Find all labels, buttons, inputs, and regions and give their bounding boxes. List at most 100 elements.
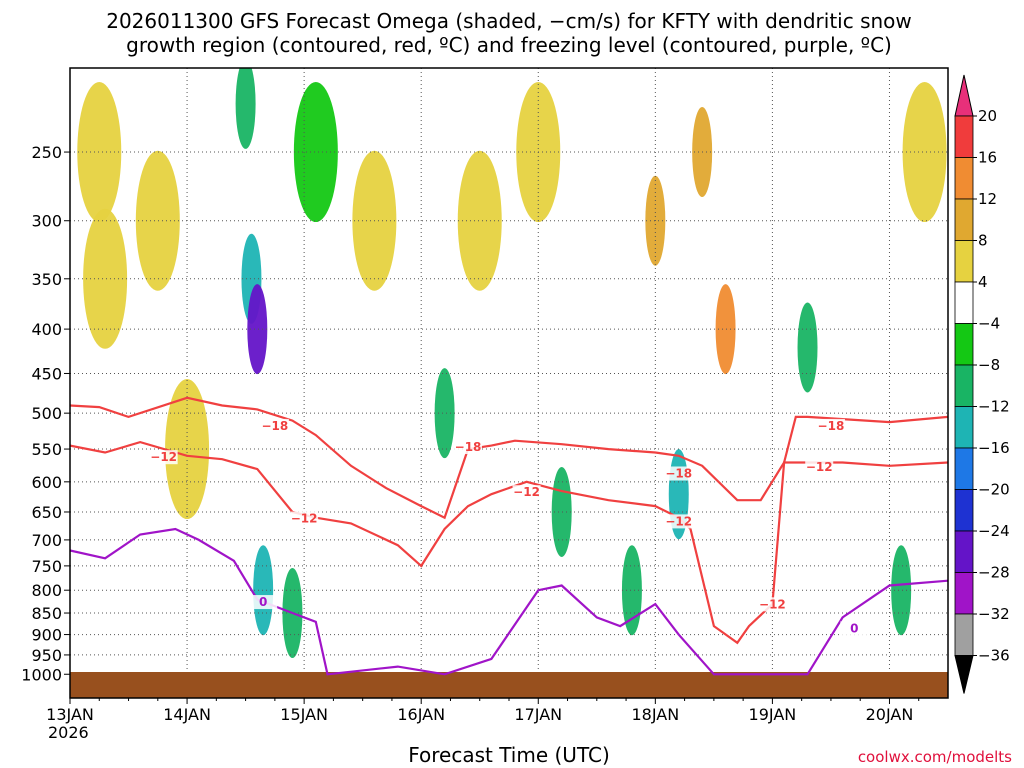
contour-label: −12 — [291, 512, 318, 526]
omega-cell — [83, 208, 128, 349]
contour-line-minus12 — [70, 440, 948, 645]
contour-label: −12 — [150, 450, 177, 464]
y-tick-label: 850 — [31, 604, 62, 623]
contour-label-bg — [512, 485, 541, 500]
colorbar-swatch — [954, 364, 974, 407]
colorbar-label: −8 — [978, 356, 1000, 374]
contour-line-0 — [70, 527, 948, 676]
contour-label-bg — [840, 621, 869, 636]
colorbar-label: 12 — [978, 190, 997, 208]
colorbar-label: −24 — [978, 522, 1010, 540]
contour-label: −18 — [818, 419, 845, 433]
y-tick-label: 950 — [31, 646, 62, 665]
omega-cell — [135, 150, 180, 291]
colorbar-swatch — [954, 198, 974, 241]
ground-surface — [70, 672, 948, 698]
plot-frame — [69, 67, 949, 699]
colorbar-bottom-arrow — [954, 655, 974, 694]
x-axis-label: Forecast Time (UTC) — [408, 743, 610, 767]
colorbar-label: −36 — [978, 647, 1010, 665]
y-tick-label: 750 — [31, 557, 62, 576]
omega-cell — [77, 82, 122, 223]
contour-labels: −18 −12 −12 −18 −12 −18 −12 −12 −18 −12 0 0 — [149, 418, 869, 636]
chart-title-line-2: growth region (contoured, red, ºC) and f… — [126, 33, 892, 57]
contour-line-minus18 — [70, 396, 948, 520]
contour-label: −18 — [665, 467, 692, 481]
omega-cell — [797, 302, 818, 393]
colorbar-label: −20 — [978, 481, 1010, 499]
colorbar-label: 16 — [978, 149, 997, 167]
y-tick-label: 250 — [31, 143, 62, 162]
contour-label: −12 — [513, 485, 540, 499]
omega-cell — [434, 368, 455, 459]
y-tick-label: 1000 — [21, 665, 62, 684]
y-tick-label: 650 — [31, 503, 62, 522]
contour-label: 0 — [850, 621, 858, 635]
omega-shading — [77, 68, 947, 659]
y-axis-ticks: 250 300 350 400 450 500 550 600 650 700 750 800 850 9… — [21, 143, 70, 684]
contour-label: −12 — [665, 514, 692, 528]
x-tick-label: 13JAN — [46, 705, 94, 724]
colorbar-label: −28 — [978, 564, 1010, 582]
colorbar-swatch — [954, 489, 974, 532]
y-tick-label: 500 — [31, 404, 62, 423]
y-tick-label: 550 — [31, 440, 62, 459]
y-tick-label: 350 — [31, 270, 62, 289]
x-tick-label: 18JAN — [631, 705, 679, 724]
credit-text: coolwx.com/modelts — [858, 748, 1012, 766]
contour-label-bg — [664, 514, 693, 529]
y-tick-label: 600 — [31, 473, 62, 492]
colorbar-swatch — [954, 323, 974, 366]
colorbar-swatch — [954, 281, 974, 324]
colorbar-label: 8 — [978, 232, 988, 250]
y-tick-label: 800 — [31, 581, 62, 600]
colorbar-label: −4 — [978, 315, 1000, 333]
omega-cell — [457, 150, 502, 291]
colorbar-label: −12 — [978, 398, 1010, 416]
omega-cell — [293, 82, 338, 223]
y-tick-label: 900 — [31, 626, 62, 645]
contour-label: −18 — [261, 419, 288, 433]
colorbar: 20 16 12 8 4 −4 −8 −12 −16 −20 −24 −28 −32 −36 — [954, 74, 1010, 694]
contour-label: −18 — [455, 440, 482, 454]
colorbar-top-arrow — [954, 74, 974, 117]
x-tick-label: 15JAN — [280, 705, 328, 724]
temperature-contours — [70, 396, 948, 676]
contour-label-bg — [816, 418, 845, 433]
contour-label-bg — [290, 511, 319, 526]
contour-label-bg — [805, 460, 834, 475]
y-tick-label: 400 — [31, 320, 62, 339]
x-axis-ticks: 13JAN 14JAN 15JAN 16JAN 17JAN 18JAN 19JAN 20JAN — [46, 698, 920, 724]
contour-label-bg — [758, 597, 787, 612]
x-tick-label: 17JAN — [514, 705, 562, 724]
contour-label: −12 — [759, 597, 786, 611]
x-tick-label: 14JAN — [163, 705, 211, 724]
contour-label-bg — [249, 595, 278, 610]
y-tick-label: 700 — [31, 531, 62, 550]
colorbar-swatch — [954, 447, 974, 490]
colorbar-swatch — [954, 613, 974, 656]
y-tick-label: 300 — [31, 212, 62, 231]
x-year-label: 2026 — [48, 723, 89, 742]
contour-label: 0 — [259, 595, 267, 609]
chart-title-line-1: 2026011300 GFS Forecast Omega (shaded, −… — [106, 9, 912, 33]
x-tick-label: 20JAN — [866, 705, 914, 724]
colorbar-swatch — [954, 530, 974, 573]
omega-cell — [715, 284, 736, 375]
colorbar-label: 20 — [978, 107, 997, 125]
y-tick-label: 450 — [31, 364, 62, 383]
colorbar-label: −16 — [978, 439, 1010, 457]
contour-label-bg — [149, 450, 178, 465]
colorbar-label: −32 — [978, 605, 1010, 623]
omega-cell — [235, 68, 256, 149]
contour-label-bg — [664, 466, 693, 481]
omega-cell — [247, 284, 268, 375]
colorbar-swatch — [954, 572, 974, 615]
colorbar-swatch — [954, 115, 974, 158]
omega-cell — [902, 82, 947, 223]
contour-label-bg — [454, 440, 483, 455]
colorbar-label: 4 — [978, 273, 988, 291]
contour-label-bg — [260, 418, 289, 433]
x-tick-label: 19JAN — [749, 705, 797, 724]
